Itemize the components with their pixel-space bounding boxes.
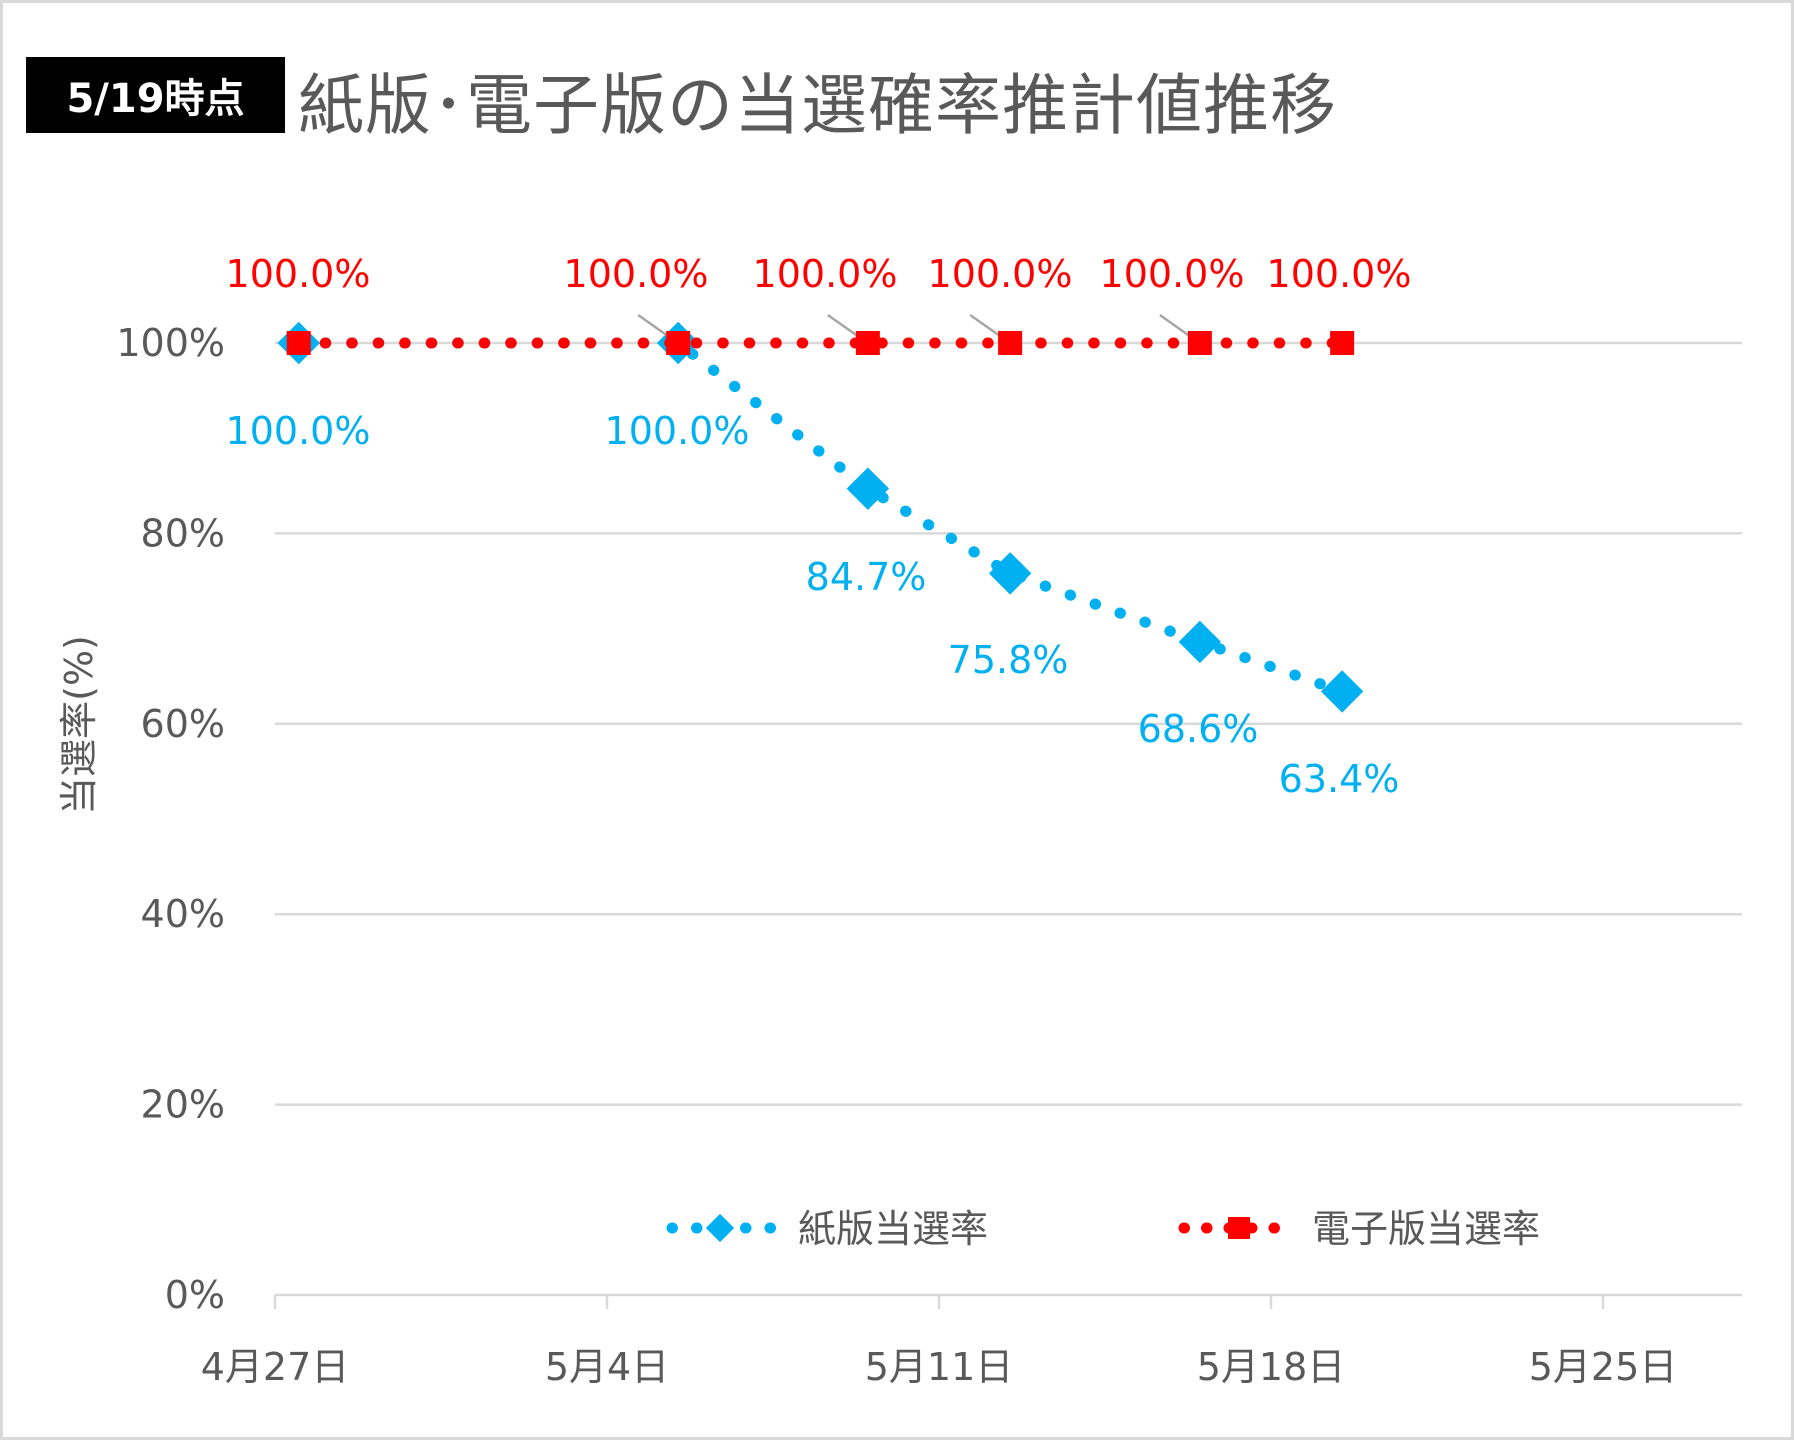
x-tick-label: 5月4日	[545, 1345, 669, 1389]
y-tick-label: 20%	[141, 1083, 225, 1127]
x-tick-label: 5月25日	[1529, 1345, 1678, 1389]
y-tick-label: 40%	[141, 892, 225, 936]
paper-data-label: 100.0%	[605, 409, 750, 453]
x-tick-label: 5月11日	[865, 1345, 1014, 1389]
paper-data-label: 68.6%	[1138, 707, 1259, 751]
paper-diamond-marker	[988, 552, 1032, 595]
legend: 紙版当選率 電子版当選率	[666, 1207, 1540, 1251]
y-tick-label: 100%	[116, 321, 225, 365]
digital-square-marker	[1187, 331, 1212, 355]
legend-label-digital: 電子版当選率	[1312, 1207, 1540, 1251]
digital-square-marker	[286, 331, 311, 355]
x-tick-label: 4月27日	[201, 1345, 350, 1389]
legend-label-paper: 紙版当選率	[798, 1207, 988, 1251]
digital-square-marker	[855, 331, 880, 355]
y-tick-label: 60%	[141, 702, 225, 746]
digital-data-label: 100.0%	[564, 252, 709, 296]
legend-swatch-marker	[1228, 1217, 1250, 1239]
digital-data-label: 100.0%	[928, 252, 1073, 296]
digital-data-label: 100.0%	[1267, 252, 1412, 296]
paper-diamond-marker	[846, 467, 890, 510]
digital-square-marker	[998, 331, 1023, 355]
y-tick-label: 0%	[165, 1273, 225, 1317]
series-layer	[277, 313, 1364, 713]
legend-swatch-marker	[705, 1213, 735, 1243]
paper-diamond-marker	[1178, 620, 1222, 664]
paper-data-label: 100.0%	[226, 409, 371, 453]
paper-data-label: 63.4%	[1279, 757, 1400, 801]
paper-diamond-marker	[1320, 670, 1364, 713]
legend-item-paper: 紙版当選率	[666, 1207, 988, 1251]
digital-data-label: 100.0%	[753, 252, 898, 296]
paper-data-label: 75.8%	[948, 638, 1069, 682]
legend-item-digital: 電子版当選率	[1178, 1207, 1540, 1251]
y-tick-label: 80%	[141, 511, 225, 555]
digital-data-label: 100.0%	[1100, 252, 1245, 296]
axis-layer: 0% 20% 40% 60% 80% 100% 4月27日 5月4日 5月11日 5月18日 5月2…	[116, 321, 1742, 1389]
y-axis-label: 当選率(%)	[57, 635, 101, 815]
digital-square-marker	[666, 331, 691, 355]
paper-data-label: 84.7%	[806, 555, 927, 599]
x-tick-label: 5月18日	[1197, 1345, 1346, 1389]
digital-square-marker	[1330, 331, 1355, 355]
label-layer: 100.0% 100.0% 100.0% 100.0% 100.0% 100.0% 100.…	[226, 252, 1412, 801]
digital-data-label: 100.0%	[226, 252, 371, 296]
chart-title: 紙版･電子版の当選確率推計値推移	[298, 67, 1337, 144]
date-badge: 5/19時点	[26, 57, 285, 133]
grid-layer	[275, 341, 1742, 1106]
